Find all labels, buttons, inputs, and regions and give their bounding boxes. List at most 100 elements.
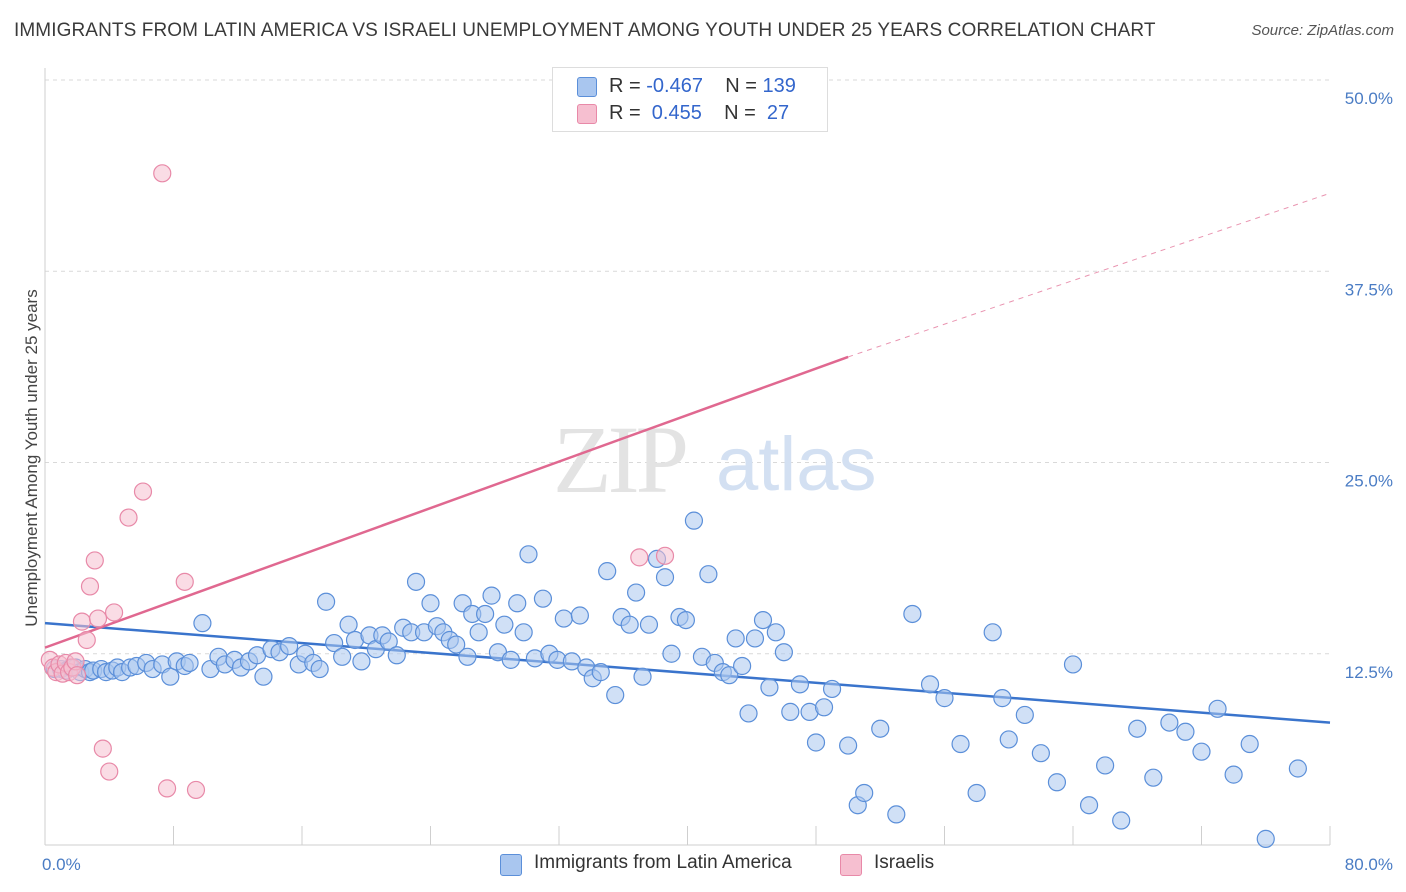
data-point-latin-america xyxy=(1160,713,1179,732)
data-point-latin-america xyxy=(620,615,639,634)
data-point-latin-america xyxy=(1015,705,1034,725)
data-point-latin-america xyxy=(1176,722,1195,741)
data-point-latin-america xyxy=(999,730,1018,749)
legend-r-label: R = xyxy=(609,102,641,124)
gridlines xyxy=(45,79,1330,655)
data-point-latin-america xyxy=(325,633,344,653)
data-point-latin-america xyxy=(280,636,299,656)
data-point-latin-america xyxy=(1240,734,1259,754)
legend-label-israelis: Israelis xyxy=(874,852,935,873)
legend-n-value-blue: 139 xyxy=(762,75,796,97)
data-point-latin-america xyxy=(387,646,406,665)
data-point-latin-america xyxy=(766,623,785,642)
data-point-latin-america xyxy=(720,666,739,685)
data-point-israelis xyxy=(104,603,124,622)
data-point-latin-america xyxy=(726,629,745,648)
data-point-latin-america xyxy=(514,623,533,642)
data-point-latin-america xyxy=(379,632,398,651)
y-tick-label: 37.5% xyxy=(1345,280,1393,299)
legend-r-value-blue: -0.467 xyxy=(646,75,703,97)
data-point-latin-america xyxy=(421,594,440,613)
chart-title: IMMIGRANTS FROM LATIN AMERICA VS ISRAELI… xyxy=(14,20,1156,41)
legend-swatch-blue xyxy=(577,77,597,97)
data-point-israelis xyxy=(119,508,138,527)
data-point-latin-america xyxy=(993,689,1012,708)
data-point-latin-america xyxy=(606,685,625,705)
data-point-latin-america xyxy=(983,623,1002,642)
correlation-legend: R = -0.467 N = 139 R = 0.455 N = 27 xyxy=(552,67,828,132)
y-tick-labels: 12.5% 25.0% 37.5% 50.0% xyxy=(1345,89,1393,682)
legend-swatch-blue xyxy=(500,854,522,876)
data-point-latin-america xyxy=(352,652,371,671)
data-point-latin-america xyxy=(1224,765,1243,784)
data-point-israelis xyxy=(88,609,108,628)
data-point-latin-america xyxy=(1144,768,1163,787)
data-point-latin-america xyxy=(533,589,553,608)
data-point-latin-america xyxy=(482,586,501,605)
data-point-latin-america xyxy=(310,659,329,679)
data-point-israelis xyxy=(186,780,206,800)
legend-n-label: N = xyxy=(725,75,757,97)
legend-n-value-pink: 27 xyxy=(761,102,790,124)
data-point-latin-america xyxy=(753,610,773,630)
data-point-latin-america xyxy=(161,667,180,686)
data-point-latin-america xyxy=(633,667,652,686)
data-point-latin-america xyxy=(1079,796,1099,815)
data-point-latin-america xyxy=(1288,759,1307,778)
data-point-latin-america xyxy=(1112,811,1131,830)
y-tick-label: 25.0% xyxy=(1345,472,1393,491)
y-tick-label: 50.0% xyxy=(1345,89,1393,108)
data-point-latin-america xyxy=(1208,699,1227,718)
x-tick-labels: 0.0% 80.0% xyxy=(42,855,1393,874)
source-credit: Source: ZipAtlas.com xyxy=(1251,22,1394,39)
data-point-latin-america xyxy=(903,604,922,624)
trend-line-latin-america xyxy=(44,621,1331,724)
legend-swatch-pink xyxy=(840,854,862,876)
data-point-israelis xyxy=(80,577,100,596)
data-point-latin-america xyxy=(887,805,906,824)
watermark-atlas: atlas xyxy=(716,422,877,507)
data-point-latin-america xyxy=(570,606,589,625)
data-point-latin-america xyxy=(1031,744,1050,763)
trend-line-israelis xyxy=(44,355,849,649)
data-point-latin-america xyxy=(193,614,212,633)
data-point-latin-america xyxy=(1063,655,1083,674)
data-point-latin-america xyxy=(774,643,793,662)
data-point-latin-america xyxy=(508,594,527,613)
data-point-israelis xyxy=(100,762,119,781)
axes xyxy=(44,68,1331,846)
data-point-israelis xyxy=(153,164,172,183)
legend-r-label: R = xyxy=(609,75,641,97)
watermark: ZIP atlas xyxy=(553,406,877,513)
data-point-latin-america xyxy=(476,604,495,624)
x-tick-label: 0.0% xyxy=(42,855,81,874)
data-point-latin-america xyxy=(316,592,336,611)
data-point-latin-america xyxy=(1256,829,1275,848)
data-point-latin-america xyxy=(495,615,514,634)
data-point-latin-america xyxy=(447,635,466,654)
data-point-latin-america xyxy=(855,783,874,803)
x-tick-label: 80.0% xyxy=(1345,855,1393,874)
data-point-israelis xyxy=(175,572,194,591)
data-point-latin-america xyxy=(662,644,681,663)
data-point-israelis xyxy=(133,482,153,501)
data-point-latin-america xyxy=(951,734,970,754)
data-point-latin-america xyxy=(554,609,573,628)
data-point-israelis xyxy=(68,666,87,685)
data-point-latin-america xyxy=(339,615,358,634)
data-point-latin-america xyxy=(871,719,890,738)
data-point-latin-america xyxy=(1128,719,1147,738)
series-israelis-points xyxy=(40,70,675,800)
data-point-latin-america xyxy=(591,663,610,682)
data-point-latin-america xyxy=(822,679,842,699)
data-point-latin-america xyxy=(760,678,779,697)
y-axis-label: Unemployment Among Youth under 25 years xyxy=(22,289,41,626)
data-point-latin-america xyxy=(920,675,940,694)
data-point-israelis xyxy=(85,551,104,570)
data-point-latin-america xyxy=(814,698,834,717)
data-point-latin-america xyxy=(519,545,538,564)
data-point-latin-america xyxy=(406,572,426,591)
data-point-latin-america xyxy=(676,610,695,630)
data-point-israelis xyxy=(655,546,675,565)
